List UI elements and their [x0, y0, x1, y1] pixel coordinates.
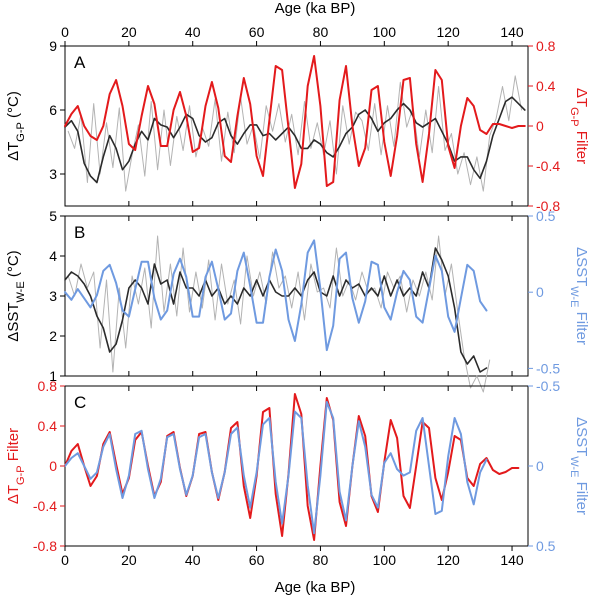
- panel-b-right-axis: 0.5 0 -0.5: [528, 208, 560, 376]
- panel-a-right-axis-tick-label: -0.8: [536, 198, 560, 214]
- panel-b-filter-series-2: [64, 239, 488, 352]
- panel-a-bottom-axis: [64, 201, 513, 206]
- panel-c-right-ylabel-main: ΔSST: [573, 417, 590, 456]
- panel-a-right-axis-tick-label: 0.4: [536, 78, 556, 94]
- panel-b-right-axis-tick-label: -0.5: [536, 360, 560, 376]
- panel-a-left-ylabel: ΔTG-P (°C): [5, 91, 27, 161]
- panel-a-letter: A: [74, 53, 86, 72]
- panel-c-right-axis: -0.5 0 0.5: [528, 378, 560, 554]
- panel-b-top-axis: [64, 216, 513, 221]
- panel-c-right-axis-tick-label: 0.5: [536, 538, 556, 554]
- panel-c-right-axis-tick-label: -0.5: [536, 378, 560, 394]
- panel-c-left-axis-tick-label: 0.8: [38, 378, 58, 394]
- panel-c-frame: [64, 385, 529, 547]
- panel-b-left-axis-tick-label: 4: [49, 248, 57, 264]
- panel-b-left-ylabel: ΔSSTW-E (°C): [5, 250, 27, 341]
- panel-a-raw-series-0: [67, 75, 523, 192]
- bottom-age-axis-tick-label: 20: [121, 552, 137, 568]
- bottom-age-axis: 0 20 40 60 80 100 120 140: [61, 546, 524, 568]
- top-age-axis-tick-label: 40: [185, 24, 201, 40]
- panel-c-left-axis-tick-label: 0.4: [38, 418, 58, 434]
- panel-c-left-axis: 0.8 0.4 0 -0.4 -0.8: [33, 378, 65, 554]
- panel-c-right-ylabel-suffix: Filter: [573, 477, 590, 515]
- panel-a-right-axis-tick-label: -0.4: [536, 158, 560, 174]
- bottom-age-axis-tick-label: 60: [249, 552, 265, 568]
- panel-a-right-ylabel-suffix: Filter: [573, 127, 590, 165]
- panel-b-left-ylabel-subscript: W-E: [15, 281, 27, 302]
- panel-c-right-axis-tick-label: 0: [536, 458, 544, 474]
- panel-c-filter-series-0: [64, 393, 520, 541]
- panel-c-left-axis-tick-label: 0: [49, 458, 57, 474]
- bottom-age-axis-tick-label: 40: [185, 552, 201, 568]
- bottom-age-axis-tick-label: 80: [313, 552, 329, 568]
- panel-b-left-axis: 1 2 3 4 5: [49, 208, 65, 384]
- panel-c-left-ylabel-main: ΔT: [5, 485, 22, 504]
- panel-c-filter-series-1: [64, 401, 488, 535]
- panel-c-left-ylabel-suffix: Filter: [5, 428, 22, 466]
- panel-b-smoothed-series-1: [64, 247, 488, 373]
- top-axis-label: Age (ka BP): [275, 0, 356, 17]
- panel-c-left-axis-tick-label: -0.4: [33, 498, 57, 514]
- panel-b-right-axis-tick-label: 0.5: [536, 208, 556, 224]
- panel-a-left-axis-tick-label: 3: [49, 166, 57, 182]
- panel-a-right-axis-tick-label: 0: [536, 118, 544, 134]
- panel-b-right-axis-tick-label: 0: [536, 284, 544, 300]
- top-age-axis-tick-label: 0: [61, 24, 69, 40]
- panel-a-right-axis-tick-label: 0.8: [536, 38, 556, 54]
- panel-b-raw-series-0: [67, 235, 491, 393]
- panel-b-left-axis-tick-label: 3: [49, 288, 57, 304]
- panel-b-letter: B: [74, 223, 85, 242]
- panel-b-right-ylabel-suffix: Filter: [573, 307, 590, 345]
- top-age-axis-tick-label: 20: [121, 24, 137, 40]
- bottom-axis-label: Age (ka BP): [275, 579, 356, 595]
- top-age-axis-tick-label: 140: [500, 24, 524, 40]
- panel-a-left-ylabel-subscript: G-P: [15, 122, 27, 142]
- panel-c-left-ylabel-subscript: G-P: [15, 465, 27, 485]
- bottom-age-axis: 0 20 40 60 80 100 120 140: [61, 546, 524, 568]
- panel-b-left-axis-tick-label: 1: [49, 368, 57, 384]
- top-age-axis: 0 20 40 60 80 100 120 140: [61, 24, 524, 46]
- panel-a-left-ylabel-suffix: (°C): [5, 91, 22, 122]
- panel-c-right-ylabel-subscript: W-E: [568, 456, 580, 477]
- panel-b-left-ylabel-suffix: (°C): [5, 250, 22, 281]
- panel-c-letter: C: [74, 393, 86, 412]
- panel-c-left-ylabel: ΔTG-P Filter: [5, 428, 27, 504]
- panel-b-left-ylabel-main: ΔSST: [5, 302, 22, 341]
- top-age-axis-tick-label: 100: [373, 24, 397, 40]
- panel-b-left-axis-tick-label: 5: [49, 208, 57, 224]
- bottom-age-axis-tick-label: 100: [373, 552, 397, 568]
- panel-b-left-axis-tick-label: 2: [49, 328, 57, 344]
- panel-a-left-axis-tick-label: 6: [49, 102, 57, 118]
- panel-a-filter-series-2: [64, 55, 526, 189]
- panel-a-left-axis-tick-label: 9: [49, 38, 57, 54]
- top-age-axis-tick-label: 80: [313, 24, 329, 40]
- top-age-axis-tick-label: 60: [249, 24, 265, 40]
- panel-a-smoothed-series-1: [64, 96, 526, 184]
- bottom-age-axis-tick-label: 0: [61, 552, 69, 568]
- bottom-age-axis-tick-label: 120: [436, 552, 460, 568]
- panel-a-right-axis: 0.8 0.4 0 -0.4 -0.8: [528, 38, 560, 214]
- top-age-axis-tick-label: 120: [436, 24, 460, 40]
- panel-c-left-axis-tick-label: -0.8: [33, 538, 57, 554]
- panel-a-right-ylabel-subscript: G-P: [568, 107, 580, 127]
- panel-a-right-ylabel-main: ΔT: [573, 88, 590, 107]
- panel-c-top-axis: [64, 386, 513, 391]
- panel-c-right-ylabel: ΔSSTW-E Filter: [568, 417, 590, 515]
- bottom-age-axis-tick-label: 140: [500, 552, 524, 568]
- panel-b-bottom-axis: [64, 371, 513, 376]
- panel-b-right-ylabel: ΔSSTW-E Filter: [568, 247, 590, 345]
- panel-b-right-ylabel-main: ΔSST: [573, 247, 590, 286]
- top-age-axis: 0 20 40 60 80 100 120 140: [61, 24, 524, 46]
- panel-a-left-axis: 3 6 9: [49, 38, 65, 182]
- panel-a-left-ylabel-main: ΔT: [5, 142, 22, 161]
- panel-a-right-ylabel: ΔTG-P Filter: [568, 88, 590, 164]
- panel-b-right-ylabel-subscript: W-E: [568, 286, 580, 307]
